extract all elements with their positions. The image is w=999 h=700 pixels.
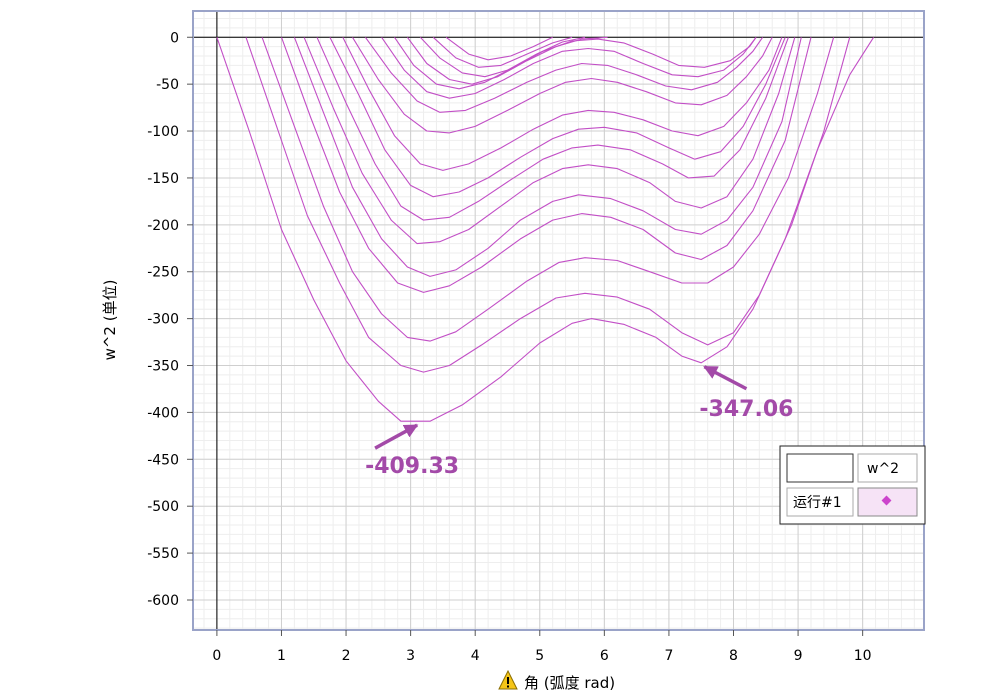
legend[interactable]: w^2 运行#1 [779,445,926,525]
plot-area-background [193,11,924,630]
y-axis-title: w^2 (单位) [101,280,119,361]
x-tick-label: 9 [794,648,803,664]
y-tick-label: -600 [147,593,179,609]
annotation-arrow [374,423,419,450]
y-tick-label: -500 [147,499,179,515]
x-tick-label: 3 [406,648,415,664]
annotation-label: -409.33 [365,454,459,479]
minor-grid [193,11,924,630]
annotation-label: -347.06 [699,397,793,422]
x-tick-label: 5 [535,648,544,664]
series-line-14 [406,36,608,85]
legend-corner-cell [786,453,854,483]
series-line-5 [293,37,802,277]
series-line-7 [316,37,789,221]
y-tick-label: -150 [147,171,179,187]
y-tick-label: -450 [147,452,179,468]
plot-area-border [192,10,925,631]
series-line-9 [342,37,783,171]
x-tick-label: 10 [854,648,872,664]
x-axis-title: 角 (弧度 rad) [524,674,615,692]
x-tick-label: 8 [729,648,738,664]
y-tick-label: 0 [170,30,179,46]
series-line-4 [280,37,812,293]
warning-icon[interactable] [498,669,518,690]
series-line-2 [245,37,851,373]
series-line-8 [329,37,786,198]
y-tick-label: -400 [147,405,179,421]
y-tick-label: -550 [147,546,179,562]
x-tick-label: 7 [664,648,673,664]
y-axis: 0 -50 -100 -150 -200 -250 -300 -350 -400 -450 -500… [147,30,193,609]
annotation-arrow [703,365,748,391]
y-tick-label: -350 [147,359,179,375]
y-tick-label: -200 [147,218,179,234]
y-tick-label: -300 [147,312,179,328]
x-tick-label: 0 [212,648,221,664]
x-axis-title-group: 角 (弧度 rad) [498,669,615,692]
zero-axis-lines [193,11,924,630]
legend-header-label: w^2 [867,461,899,477]
x-axis: 0 1 2 3 4 5 6 7 8 9 10 [212,630,872,664]
series-line-3 [261,37,835,342]
x-tick-label: 1 [277,648,286,664]
y-tick-label: -50 [156,77,179,93]
series-line-16 [432,36,573,68]
series-line-13 [394,36,757,90]
series-line-17 [445,36,553,61]
legend-header-cell [857,453,918,483]
legend-series-marker [881,495,892,506]
x-tick-label: 4 [471,648,480,664]
x-tick-label: 2 [342,648,351,664]
series-line-6 [303,37,796,245]
series-line-11 [364,36,764,113]
series-line-10 [352,37,773,134]
legend-row-cell [786,487,854,517]
y-tick-label: -250 [147,265,179,281]
x-tick-label: 6 [600,648,609,664]
series-line-12 [381,36,757,99]
series-group [216,36,875,422]
legend-run-label: 运行#1 [793,495,842,511]
y-tick-label: -100 [147,124,179,140]
annotations: -409.33 -347.06 [365,365,793,479]
series-line-15 [419,36,586,78]
